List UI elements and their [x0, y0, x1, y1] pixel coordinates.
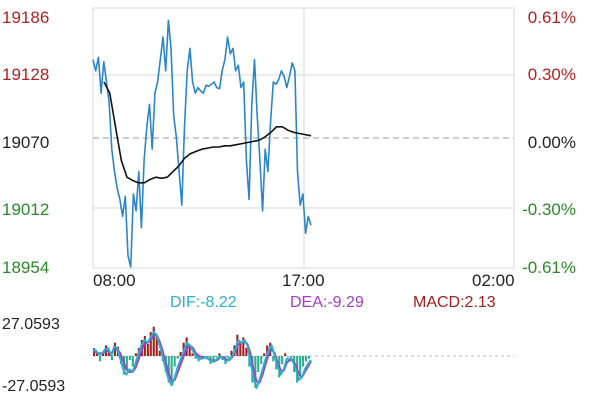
macd-histogram-bar	[299, 356, 302, 375]
macd-histogram-bar	[155, 334, 158, 356]
average-price-line	[103, 81, 312, 184]
macd-histogram-bar	[245, 348, 248, 356]
macd-histogram-bar	[188, 345, 191, 356]
macd-histogram-bar	[266, 345, 269, 356]
price-line	[92, 19, 312, 268]
percent-axis-label: 0.30%	[527, 65, 576, 84]
macd-histogram-bar	[230, 350, 233, 356]
macd-histogram-bar	[206, 356, 209, 359]
price-axis-label: 19186	[2, 8, 50, 27]
macd-histogram-bar	[96, 353, 99, 356]
macd-histogram-bar	[179, 352, 182, 356]
price-axis-label: 19128	[2, 65, 50, 84]
macd-histogram-bar	[149, 332, 152, 356]
percent-axis-label: -0.61%	[522, 258, 576, 277]
macd-histogram-bar	[128, 356, 131, 360]
macd-histogram-bar	[263, 353, 266, 356]
macd-histogram-bar	[287, 356, 290, 357]
macd-histogram-bar	[215, 356, 218, 358]
price-axis-label: 19070	[2, 133, 50, 152]
macd-histogram-bar	[125, 356, 128, 370]
macd-histogram-bar	[173, 356, 176, 367]
time-axis-label: 08:00	[93, 271, 136, 290]
macd-histogram-bar	[260, 356, 263, 364]
price-axis-label: 19012	[2, 200, 50, 219]
macd-histogram-bar	[131, 356, 134, 367]
macd-histogram-bar	[99, 356, 102, 362]
macd-histogram-bar	[170, 356, 173, 380]
macd-histogram-bar	[272, 356, 275, 362]
macd-histogram-bar	[194, 356, 197, 359]
time-axis-label: 02:00	[472, 271, 515, 290]
macd-histogram-bar	[308, 356, 311, 359]
dif-line	[92, 331, 312, 389]
price-axis-label: 18954	[2, 258, 50, 277]
macd-histogram-bar	[143, 336, 146, 356]
macd-histogram-bar	[239, 342, 242, 356]
macd-histogram-bar	[248, 356, 251, 367]
macd-histogram-bar	[302, 356, 305, 367]
macd-legend-dif: DIF:-8.22	[170, 294, 237, 311]
percent-axis-label: 0.00%	[527, 133, 576, 152]
macd-histogram-bar	[158, 350, 161, 356]
macd-histogram-bar	[191, 353, 194, 356]
macd-histogram-bar	[218, 353, 221, 356]
time-axis-label: 17:00	[282, 271, 325, 290]
percent-axis-label: -0.30%	[522, 200, 576, 219]
macd-histogram-bar	[176, 356, 179, 359]
macd-histogram-bar	[167, 356, 170, 383]
macd-axis-label: -27.0593	[2, 378, 66, 395]
macd-histogram-bar	[257, 356, 260, 372]
macd-histogram-bar	[146, 344, 149, 356]
macd-histogram-bar	[242, 337, 245, 356]
macd-histogram-bar	[110, 356, 113, 360]
macd-axis-label: 27.0593	[2, 316, 60, 333]
percent-axis-label: 0.61%	[527, 8, 576, 27]
macd-legend-dea: DEA:-9.29	[290, 294, 364, 311]
macd-histogram-bar	[281, 356, 284, 364]
macd-histogram-bar	[102, 352, 105, 356]
macd-histogram-bar	[203, 356, 206, 357]
macd-histogram-bar	[227, 356, 230, 359]
macd-histogram-bar	[305, 356, 308, 362]
macd-histogram-bar	[212, 356, 215, 363]
macd-histogram-bar	[185, 337, 188, 356]
macd-histogram-bar	[284, 353, 287, 356]
macd-histogram-bar	[152, 326, 155, 356]
macd-legend-macd: MACD:2.13	[413, 294, 496, 311]
macd-histogram-bar	[254, 356, 257, 388]
macd-histogram-bar	[134, 353, 137, 356]
